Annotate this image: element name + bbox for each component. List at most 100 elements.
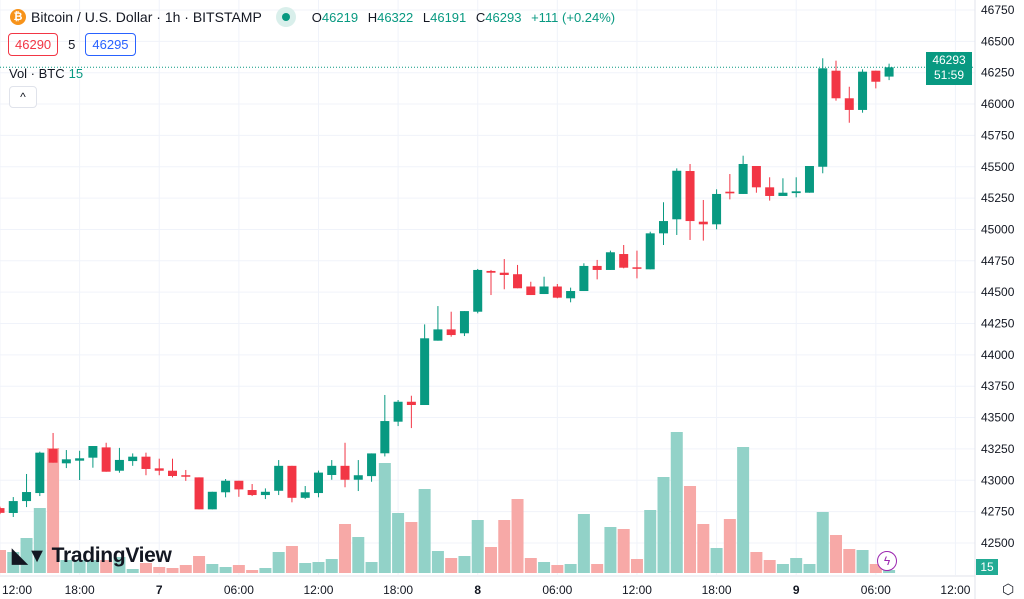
volume-bar xyxy=(498,520,511,573)
volume-bar xyxy=(232,565,245,573)
volume-bar xyxy=(47,448,60,573)
candle-body xyxy=(486,270,496,273)
volume-bar xyxy=(339,524,352,573)
candle-body xyxy=(592,265,602,270)
volume-bar xyxy=(20,538,33,573)
tradingview-logo[interactable]: ◣▼ TradingView xyxy=(12,543,172,568)
volume-bar xyxy=(7,552,20,573)
volume-bar xyxy=(405,522,418,573)
settings-gear-icon[interactable]: ⬡ xyxy=(1002,581,1015,597)
time-tick-label: 9 xyxy=(793,583,800,597)
volume-bar xyxy=(33,508,46,573)
volume-bar xyxy=(843,549,856,573)
candle-body xyxy=(738,163,748,194)
candle-body xyxy=(765,187,775,196)
volume-bar xyxy=(206,564,219,573)
candle-body xyxy=(35,452,45,494)
candle-body xyxy=(393,401,403,422)
time-tick-label: 12:00 xyxy=(303,583,333,597)
price-tick-label: 45000 xyxy=(981,222,1015,236)
volume-bar xyxy=(126,569,139,573)
volume-legend-label[interactable]: Vol · BTC xyxy=(9,66,65,81)
candle-body xyxy=(207,491,217,510)
price-tick-label: 43000 xyxy=(981,473,1015,487)
candle-body xyxy=(274,465,284,491)
candle-body xyxy=(499,272,509,275)
candle-body xyxy=(75,458,85,461)
volume-bar xyxy=(418,489,431,573)
volume-bar xyxy=(259,568,272,573)
volume-bar xyxy=(365,562,378,573)
candle-body xyxy=(513,274,523,289)
candle-body xyxy=(698,221,708,225)
volume-bar xyxy=(750,552,763,573)
volume-legend: Vol · BTC 15 xyxy=(9,66,83,81)
candle-body xyxy=(260,491,270,496)
volume-bar xyxy=(883,570,896,573)
volume-bar xyxy=(697,524,710,573)
buy-button[interactable]: 46295 xyxy=(85,33,136,56)
candle-body xyxy=(605,252,615,270)
candle-body xyxy=(8,501,18,513)
time-tick-label: 18:00 xyxy=(65,583,95,597)
volume-bar xyxy=(657,477,670,573)
candle-body xyxy=(751,165,761,188)
volume-bar xyxy=(219,567,232,573)
lightning-icon[interactable]: ϟ xyxy=(877,551,897,571)
symbol-legend: ₿ Bitcoin / U.S. Dollar · 1h · BITSTAMP … xyxy=(10,7,621,27)
symbol-title[interactable]: Bitcoin / U.S. Dollar · 1h · BITSTAMP xyxy=(31,9,262,25)
candle-body xyxy=(446,329,456,336)
volume-bar xyxy=(710,548,723,573)
volume-bar xyxy=(100,560,113,573)
candle-body xyxy=(0,508,5,513)
candle-body xyxy=(420,338,430,406)
volume-bar xyxy=(0,550,6,573)
candle-body xyxy=(579,265,589,292)
candle-body xyxy=(327,465,337,475)
candle-body xyxy=(619,254,629,268)
volume-bar xyxy=(73,560,86,573)
price-tick-label: 44500 xyxy=(981,285,1015,299)
volume-bar xyxy=(670,432,683,573)
volume-legend-value: 15 xyxy=(68,66,84,81)
candle-body xyxy=(181,475,191,477)
volume-bar xyxy=(431,551,444,573)
candle-body xyxy=(154,468,164,471)
candle-body xyxy=(791,191,801,194)
price-tick-label: 43250 xyxy=(981,442,1015,456)
volume-last-badge: 15 xyxy=(976,559,998,575)
price-tick-label: 43750 xyxy=(981,379,1015,393)
volume-bar xyxy=(551,565,564,573)
candle-body xyxy=(725,191,735,194)
price-tick-label: 42500 xyxy=(981,536,1015,550)
spread-value: 5 xyxy=(68,37,76,52)
candle-body xyxy=(645,233,655,270)
volume-bar xyxy=(299,563,312,573)
volume-bar xyxy=(484,547,497,573)
candle-body xyxy=(871,70,881,82)
volume-bar xyxy=(166,568,179,573)
candle-body xyxy=(552,286,562,298)
time-tick-label: 06:00 xyxy=(224,583,254,597)
volume-bar xyxy=(179,565,192,573)
collapse-legend-button[interactable]: ^ xyxy=(9,86,37,108)
volume-bar xyxy=(445,558,458,573)
price-tick-label: 44750 xyxy=(981,254,1015,268)
volume-bar xyxy=(684,486,697,573)
volume-bar xyxy=(272,552,285,573)
candle-body xyxy=(884,67,894,77)
bitcoin-icon: ₿ xyxy=(10,9,26,25)
time-tick-label: 12:00 xyxy=(622,583,652,597)
candle-body xyxy=(685,171,695,222)
market-status-icon[interactable] xyxy=(275,7,296,27)
volume-bar xyxy=(737,447,750,573)
volume-bar xyxy=(285,546,298,573)
last-price-badge: 46293 51:59 xyxy=(926,52,972,85)
volume-bar xyxy=(591,564,604,573)
volume-bar xyxy=(816,512,829,573)
sell-button[interactable]: 46290 xyxy=(8,33,59,56)
volume-bar xyxy=(86,560,99,573)
price-tick-label: 46500 xyxy=(981,34,1015,48)
volume-bar xyxy=(511,499,524,573)
